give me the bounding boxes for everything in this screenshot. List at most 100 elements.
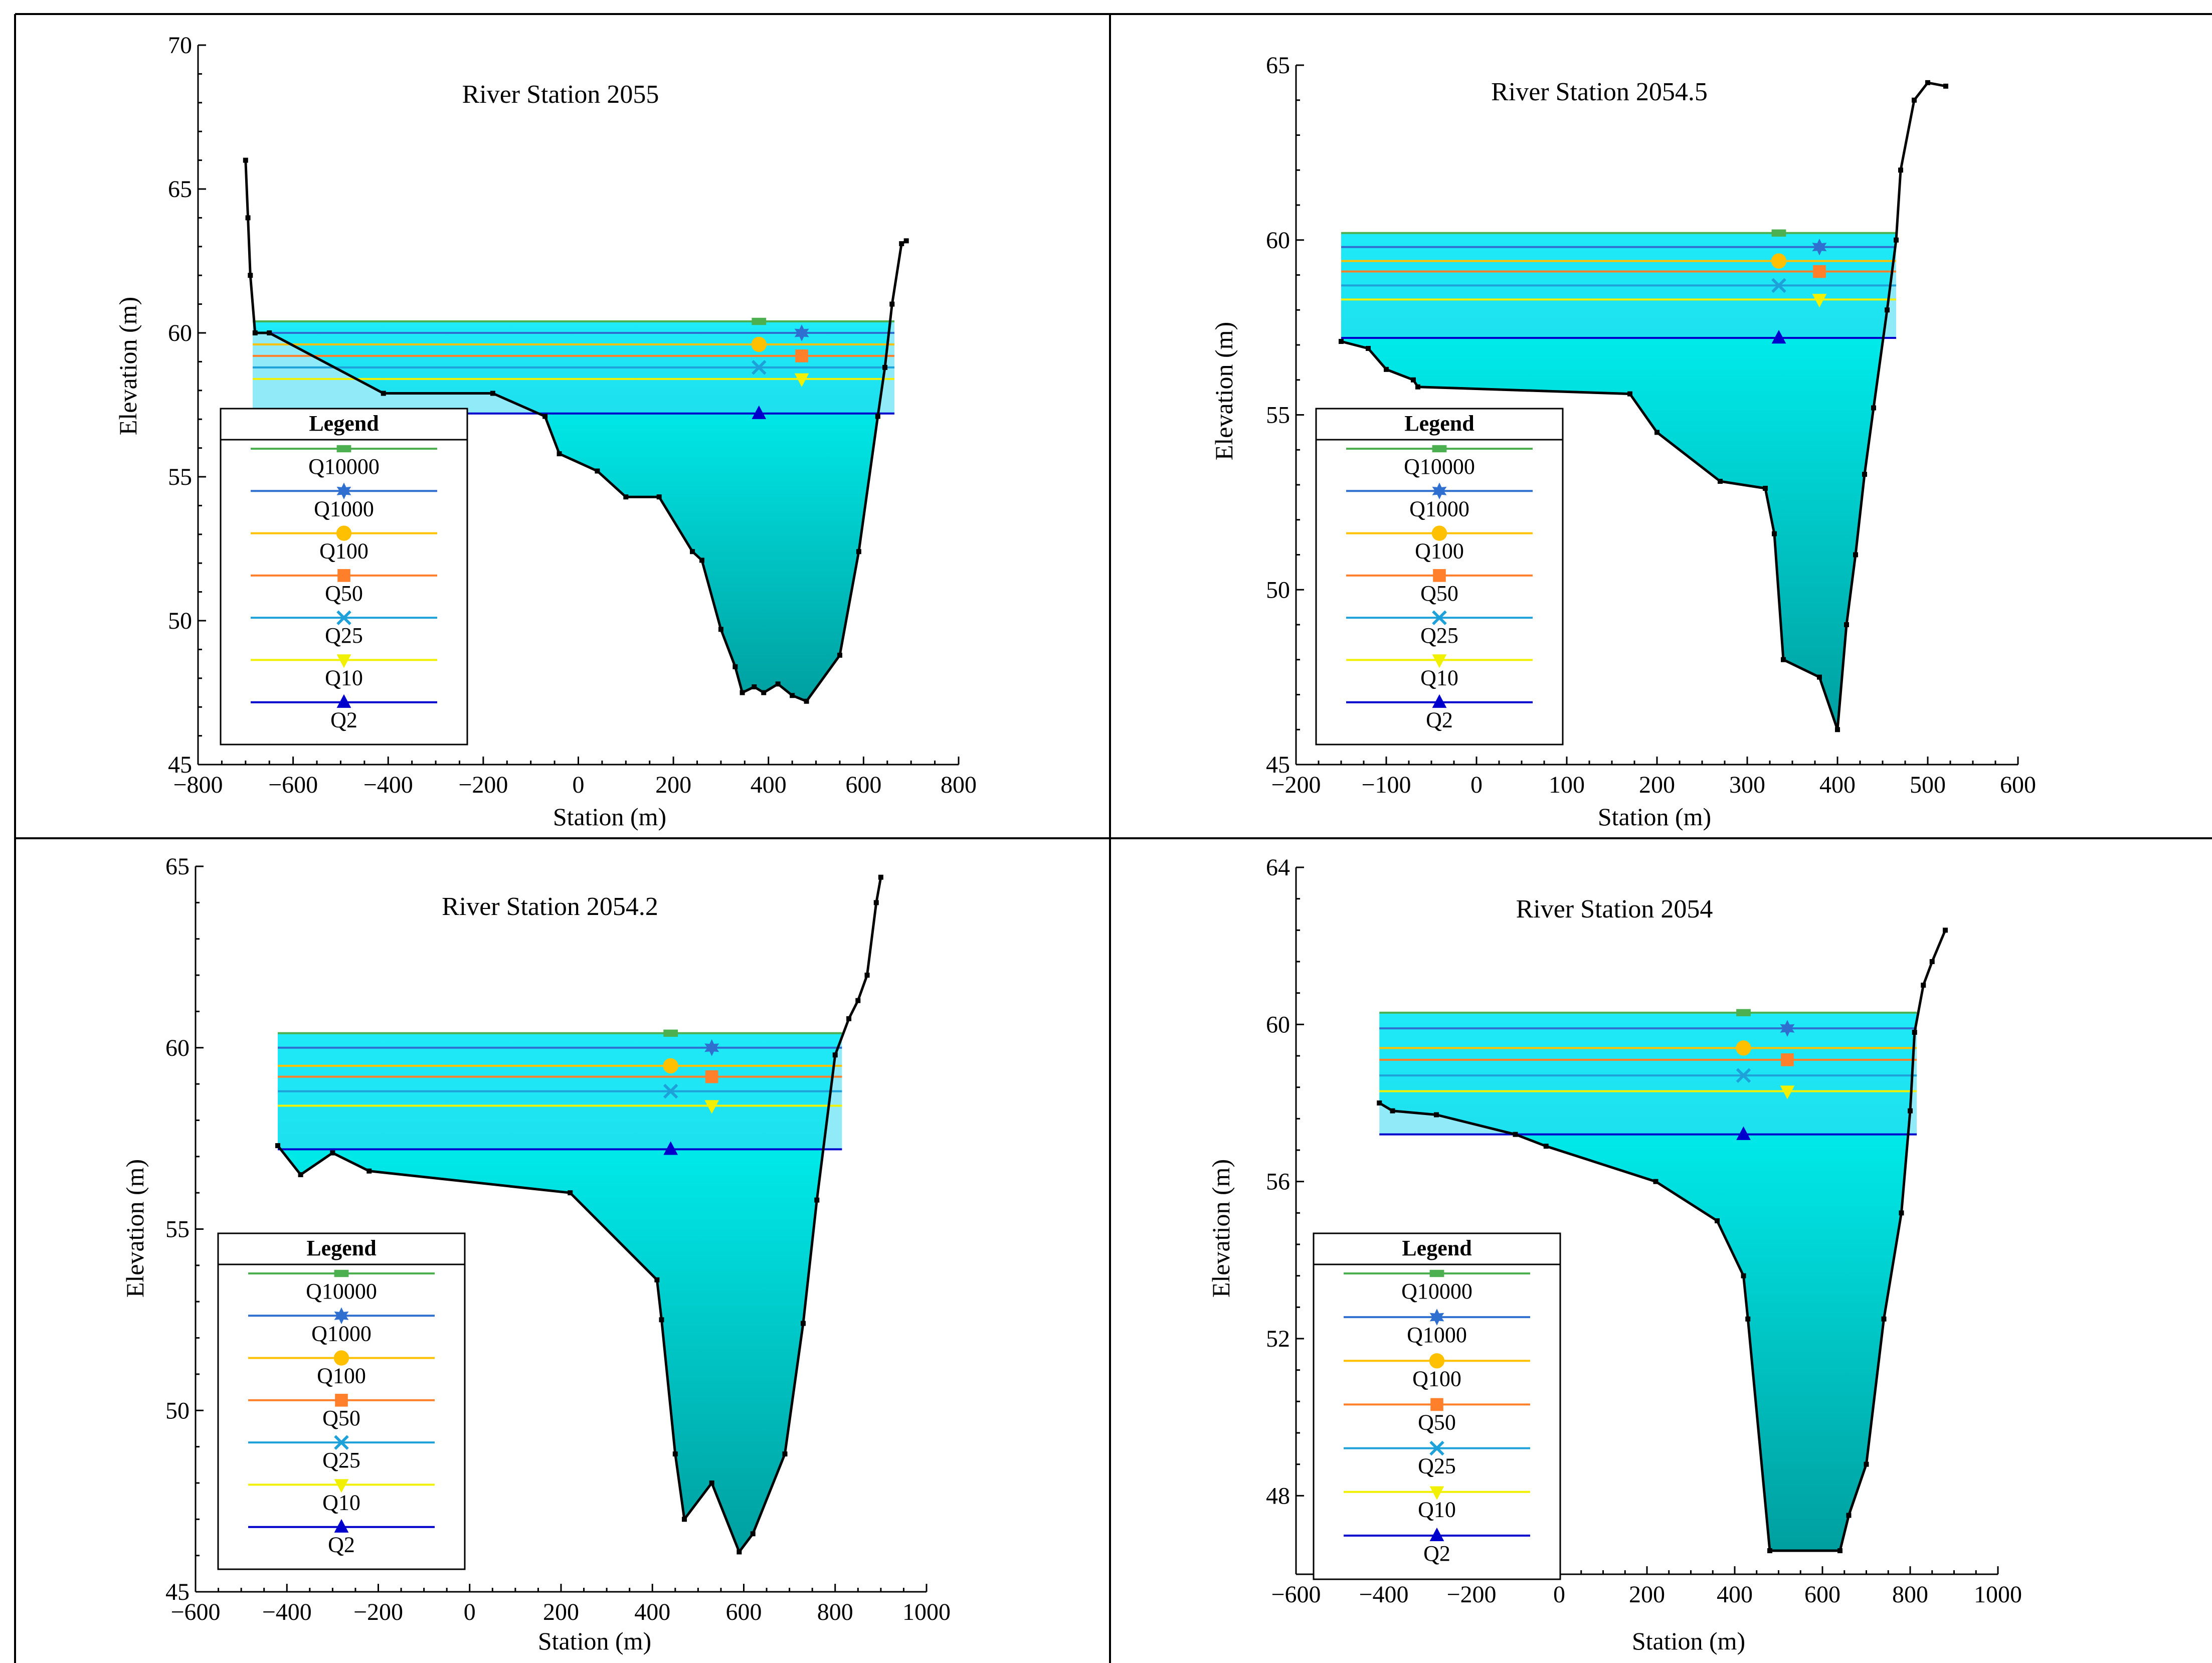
x-tick-label: −800 [173, 772, 223, 798]
y-tick-label: 50 [1266, 577, 1290, 603]
legend-marker-q25 [1429, 1440, 1444, 1456]
legend-label-q10: Q10 [322, 1490, 360, 1515]
water-area [1379, 1012, 1917, 1551]
x-tick-label: 600 [726, 1599, 762, 1625]
profile-marker-q25 [663, 1083, 678, 1099]
water-area [1341, 233, 1896, 730]
legend-marker-q10000 [334, 1269, 349, 1277]
legend-marker-q25 [334, 1435, 349, 1450]
x-tick-label: 0 [573, 772, 585, 798]
profile-marker-q2 [752, 405, 767, 419]
legend-marker-q1000 [334, 1307, 349, 1325]
ground-point [245, 215, 251, 221]
legend-label-q2: Q2 [328, 1533, 355, 1557]
ground-point [1912, 1030, 1917, 1035]
profile-marker-q1000 [1780, 1020, 1795, 1037]
legend-label-q10000: Q10000 [306, 1279, 377, 1304]
legend-title: Legend [306, 1236, 376, 1260]
ground-point [856, 549, 861, 555]
profile-marker-q25 [1736, 1068, 1751, 1083]
y-tick-label: 50 [168, 608, 192, 634]
ground-point [267, 330, 272, 335]
ground-point [1377, 1100, 1382, 1105]
profile-marker-q2 [1771, 330, 1786, 344]
legend-label-q1000: Q1000 [311, 1321, 372, 1346]
profile-marker-q1000 [794, 324, 809, 341]
legend-marker-q100 [336, 525, 352, 541]
legend-marker-q2 [1429, 1527, 1444, 1542]
x-tick-label: 800 [941, 772, 977, 798]
ground-point [1384, 366, 1389, 372]
profile-marker-q2 [1736, 1126, 1751, 1140]
legend-label-q10: Q10 [1418, 1498, 1456, 1522]
y-tick-label: 45 [1266, 752, 1290, 778]
plot-area [275, 874, 883, 1555]
legend-label-q1000: Q1000 [1407, 1323, 1467, 1347]
legend: Legend Q10000 Q1000 Q100 Q50 Q25 Q10 Q2 [1313, 1232, 1561, 1580]
ground-point [1543, 1144, 1549, 1149]
x-tick-label: 600 [1804, 1581, 1840, 1608]
x-tick-label: 0 [464, 1599, 476, 1625]
plot-area [1377, 928, 1948, 1553]
x-tick-label: 1000 [902, 1599, 951, 1625]
profile-marker-q10000 [1736, 1009, 1751, 1017]
legend-marker-q50 [1430, 1398, 1443, 1411]
ground-point [1925, 80, 1930, 85]
legend-marker-q25 [336, 610, 351, 625]
x-tick-label: 600 [2000, 772, 2036, 798]
ground-point [1415, 384, 1420, 390]
ground-point [1767, 1548, 1772, 1553]
ground-point [846, 1016, 852, 1021]
legend-marker-q2 [336, 694, 351, 708]
ground-point [699, 558, 705, 563]
ground-point [761, 690, 767, 695]
ground-point [1837, 1548, 1842, 1553]
ground-point [1853, 552, 1858, 558]
legend-label-q50: Q50 [325, 581, 363, 606]
ground-point [899, 241, 904, 247]
ground-point [903, 238, 909, 244]
ground-point [1653, 1179, 1658, 1184]
profile-marker-q1000 [1812, 238, 1827, 256]
x-tick-label: 1000 [1974, 1581, 2022, 1608]
x-tick-label: 0 [1470, 772, 1483, 798]
x-tick-label: −200 [1271, 772, 1321, 798]
ground-point [718, 627, 723, 632]
legend-title: Legend [309, 411, 379, 436]
profile-marker-q10 [704, 1100, 719, 1114]
chart-title: River Station 2054.5 [1491, 78, 1708, 106]
y-tick-label: 52 [1266, 1326, 1290, 1352]
x-tick-label: 400 [751, 772, 787, 798]
legend-label-q10000: Q10000 [1401, 1279, 1472, 1304]
ground-point [1921, 983, 1926, 988]
profile-marker-q25 [1771, 278, 1786, 293]
profile-marker-q100 [1736, 1040, 1751, 1056]
legend-label-q25: Q25 [322, 1448, 360, 1472]
ground-point [1908, 1108, 1913, 1114]
panel-river-station-2054: River Station 2054 Station (m) Elevation… [1207, 854, 2022, 1655]
x-tick-label: −600 [170, 1599, 220, 1625]
ground-point [1366, 345, 1371, 351]
ground-point [542, 414, 548, 419]
ground-point [1929, 959, 1935, 964]
ground-point [873, 900, 879, 905]
ground-point [1390, 1108, 1395, 1114]
ground-point [1871, 405, 1876, 411]
legend-label-q10000: Q10000 [1404, 454, 1475, 479]
legend-marker-q10 [334, 1479, 349, 1493]
chart-title: River Station 2054 [1516, 895, 1713, 923]
ground-point [782, 1451, 788, 1457]
ground-point [878, 874, 883, 880]
water-area [253, 321, 894, 701]
ground-point [623, 494, 629, 500]
ground-point [855, 998, 861, 1003]
ground-point [330, 1150, 335, 1156]
y-tick-label: 60 [1266, 227, 1290, 254]
legend-title: Legend [1404, 411, 1474, 436]
ground-point [1862, 472, 1867, 477]
y-tick-label: 45 [168, 752, 192, 778]
y-axis-title: Elevation (m) [121, 1159, 149, 1298]
ground-point [1864, 1461, 1869, 1467]
legend-label-q2: Q2 [1423, 1541, 1450, 1566]
ground-point [243, 157, 248, 163]
